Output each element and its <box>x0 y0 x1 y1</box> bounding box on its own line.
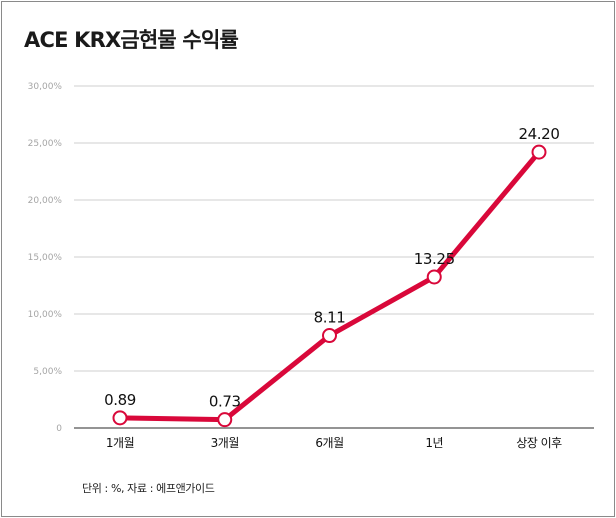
x-tick-label: 상장 이후 <box>516 436 562 450</box>
y-tick-label: 20,00% <box>28 196 63 206</box>
y-tick-layer: 0 5,00% 10,00% 15,00% 20,00% 25,00% 30,00% <box>28 82 63 434</box>
data-label: 24.20 <box>519 125 560 143</box>
source-note: 단위 : %, 자료 : 에프앤가이드 <box>82 482 215 495</box>
y-tick-label: 30,00% <box>28 82 63 92</box>
data-label: 0.89 <box>104 391 136 409</box>
data-label: 0.73 <box>209 393 241 411</box>
x-tick-label: 1년 <box>425 436 443 450</box>
y-tick-label: 0 <box>56 424 62 434</box>
data-point <box>112 410 128 426</box>
x-tick-layer: 1개월 3개월 6개월 1년 상장 이후 <box>106 436 563 450</box>
y-tick-label: 25,00% <box>28 139 63 149</box>
y-tick-label: 15,00% <box>28 253 63 263</box>
data-point <box>531 144 547 160</box>
series-layer <box>117 149 542 423</box>
y-tick-label: 5,00% <box>33 367 62 377</box>
data-label: 8.11 <box>314 309 346 327</box>
series-line <box>117 149 542 423</box>
data-label: 13.25 <box>414 250 455 268</box>
data-point <box>322 328 337 344</box>
data-point <box>217 412 233 428</box>
x-tick-label: 6개월 <box>315 436 343 450</box>
data-label-layer: 0.89 0.73 8.11 13.25 24.20 <box>104 125 560 411</box>
chart-title: ACE KRX금현물 수익률 <box>24 28 239 52</box>
y-tick-label: 10,00% <box>28 310 63 320</box>
x-tick-label: 3개월 <box>211 436 239 450</box>
point-layer <box>112 144 547 428</box>
grid-layer <box>74 85 594 429</box>
data-point <box>426 269 442 285</box>
x-tick-label: 1개월 <box>106 436 134 450</box>
